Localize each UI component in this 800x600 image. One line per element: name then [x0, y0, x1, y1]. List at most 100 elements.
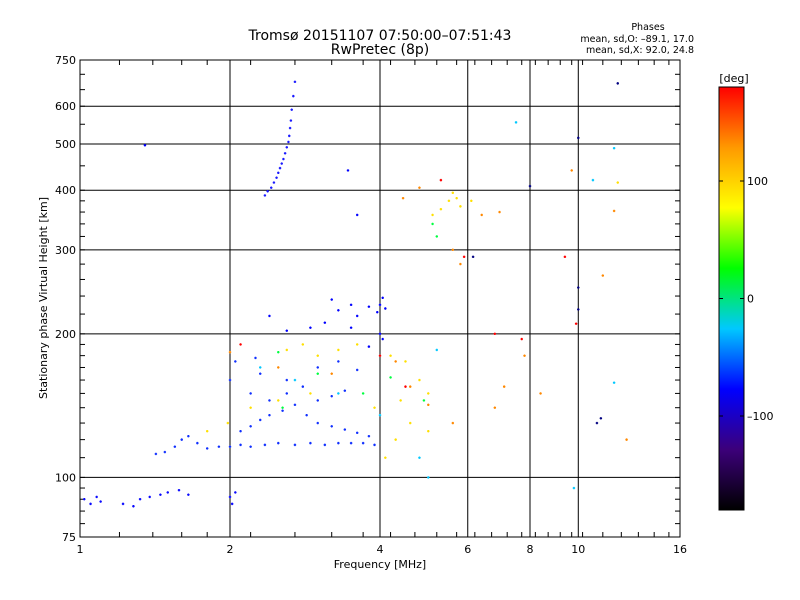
- data-point: [154, 452, 158, 456]
- data-point: [498, 210, 501, 214]
- data-point: [612, 146, 616, 150]
- data-point: [263, 194, 267, 197]
- data-point: [343, 428, 347, 431]
- data-point: [309, 326, 312, 329]
- data-point: [401, 196, 405, 200]
- data-point: [514, 121, 518, 124]
- stats-heading: Phases: [631, 22, 664, 33]
- data-point: [187, 435, 190, 438]
- data-point: [280, 162, 283, 165]
- data-point: [288, 126, 292, 130]
- data-point: [459, 205, 462, 208]
- data-point: [263, 443, 267, 447]
- data-point: [288, 134, 291, 138]
- x-tick-label: 6: [464, 543, 471, 556]
- data-point: [577, 308, 580, 311]
- data-point: [234, 491, 237, 494]
- data-point: [272, 181, 276, 184]
- data-point: [389, 354, 392, 357]
- data-point: [418, 186, 421, 189]
- data-point: [356, 368, 359, 372]
- colorbar-tick-label: 0: [747, 293, 754, 306]
- data-point: [572, 486, 576, 490]
- data-point: [539, 392, 542, 395]
- minor-ticks: [80, 60, 680, 537]
- data-point: [330, 298, 333, 301]
- data-point: [206, 447, 209, 450]
- data-point: [435, 235, 438, 238]
- data-point: [166, 491, 169, 494]
- data-point: [148, 495, 151, 499]
- data-point: [337, 309, 340, 312]
- x-tick-label: 1: [77, 543, 84, 556]
- data-point: [285, 378, 288, 382]
- data-point: [427, 476, 430, 479]
- data-point: [427, 392, 430, 395]
- y-axis-label: Stationary phase Virtual Height [km]: [37, 197, 50, 399]
- data-point: [234, 360, 237, 363]
- data-point: [277, 399, 280, 402]
- data-point: [301, 385, 305, 388]
- data-point: [367, 435, 371, 438]
- data-point: [520, 337, 523, 341]
- data-point: [278, 166, 282, 170]
- data-point: [459, 262, 462, 266]
- data-point: [254, 356, 257, 360]
- data-point: [249, 406, 252, 409]
- data-point: [394, 360, 397, 363]
- data-point: [277, 171, 280, 175]
- data-point: [439, 178, 443, 182]
- data-point: [381, 296, 384, 299]
- data-point: [361, 441, 365, 445]
- data-point: [228, 378, 232, 382]
- data-point: [431, 222, 434, 226]
- data-point: [293, 378, 297, 382]
- colorbar-tick-label: 100: [747, 175, 768, 188]
- data-point: [316, 354, 319, 357]
- data-point: [226, 421, 230, 425]
- data-point: [330, 372, 333, 375]
- data-point: [455, 196, 458, 200]
- data-point: [404, 360, 407, 363]
- data-point: [367, 305, 371, 308]
- data-point: [451, 421, 455, 425]
- data-point: [239, 443, 242, 447]
- data-point: [343, 389, 347, 392]
- data-point: [159, 493, 162, 496]
- data-point: [285, 146, 288, 149]
- data-point: [270, 186, 273, 189]
- data-point: [470, 199, 473, 203]
- data-point: [616, 181, 619, 184]
- data-point: [612, 209, 616, 213]
- y-tick-labels: 75 100 200 300 400 500 600 750: [55, 54, 76, 544]
- grid: [80, 60, 680, 537]
- data-point: [389, 376, 392, 379]
- y-tick-label: 200: [55, 328, 76, 341]
- data-point: [281, 406, 284, 409]
- data-point: [574, 322, 578, 325]
- data-point: [266, 190, 269, 193]
- data-point: [217, 445, 221, 448]
- data-point: [404, 385, 407, 388]
- data-point: [138, 498, 142, 501]
- data-point: [612, 381, 616, 384]
- data-point: [399, 399, 402, 402]
- y-tick-label: 100: [55, 471, 76, 484]
- data-point: [268, 314, 271, 318]
- data-point: [196, 441, 199, 445]
- stats-line-x: mean, sd,X: 92.0, 24.8: [586, 45, 694, 56]
- x-tick-label: 4: [377, 543, 384, 556]
- data-point: [349, 441, 353, 445]
- data-point: [394, 438, 397, 441]
- data-point: [323, 321, 327, 324]
- data-point: [439, 207, 443, 211]
- data-point: [462, 255, 466, 259]
- y-tick-label: 300: [55, 244, 76, 257]
- colorbar-label: [deg]: [719, 72, 748, 85]
- data-point: [187, 493, 190, 496]
- data-point: [381, 337, 384, 341]
- y-tick-label: 750: [55, 54, 76, 67]
- data-point: [356, 213, 359, 217]
- y-tick-label: 400: [55, 184, 76, 197]
- data-point: [249, 425, 252, 428]
